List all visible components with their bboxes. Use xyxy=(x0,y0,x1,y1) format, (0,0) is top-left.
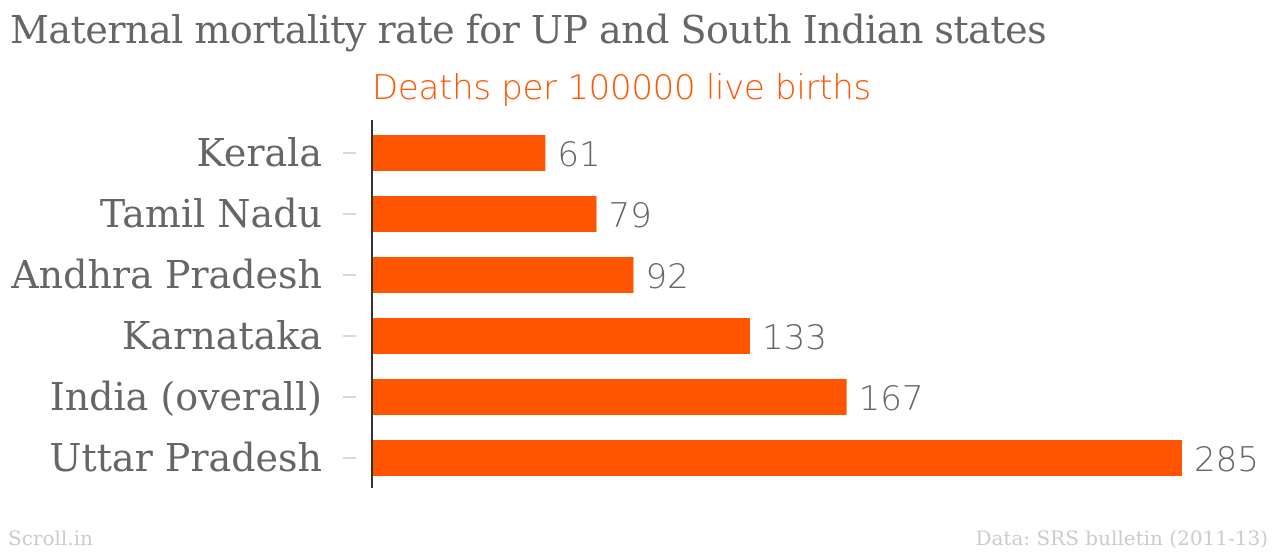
data-source-note: Data: SRS bulletin (2011-13) xyxy=(975,526,1268,550)
category-label: Tamil Nadu xyxy=(100,192,322,236)
value-label: 285 xyxy=(1194,440,1259,480)
chart-title: Maternal mortality rate for UP and South… xyxy=(10,8,1047,52)
bar xyxy=(373,257,634,293)
value-label: 92 xyxy=(645,257,688,297)
chart-subtitle: Deaths per 100000 live births xyxy=(372,68,871,108)
category-label: Kerala xyxy=(197,131,323,175)
category-label: Andhra Pradesh xyxy=(10,253,322,297)
category-label: India (overall) xyxy=(50,375,322,419)
category-label: Uttar Pradesh xyxy=(49,436,322,480)
bar xyxy=(373,318,750,354)
value-label: 133 xyxy=(762,318,827,358)
bar xyxy=(373,379,847,415)
value-label: 167 xyxy=(859,379,924,419)
brand-credit: Scroll.in xyxy=(8,526,93,550)
bar xyxy=(373,135,546,171)
value-label: 61 xyxy=(557,135,600,175)
category-label: Karnataka xyxy=(122,314,322,358)
bar xyxy=(373,440,1182,476)
bar xyxy=(373,196,597,232)
value-label: 79 xyxy=(609,196,652,236)
